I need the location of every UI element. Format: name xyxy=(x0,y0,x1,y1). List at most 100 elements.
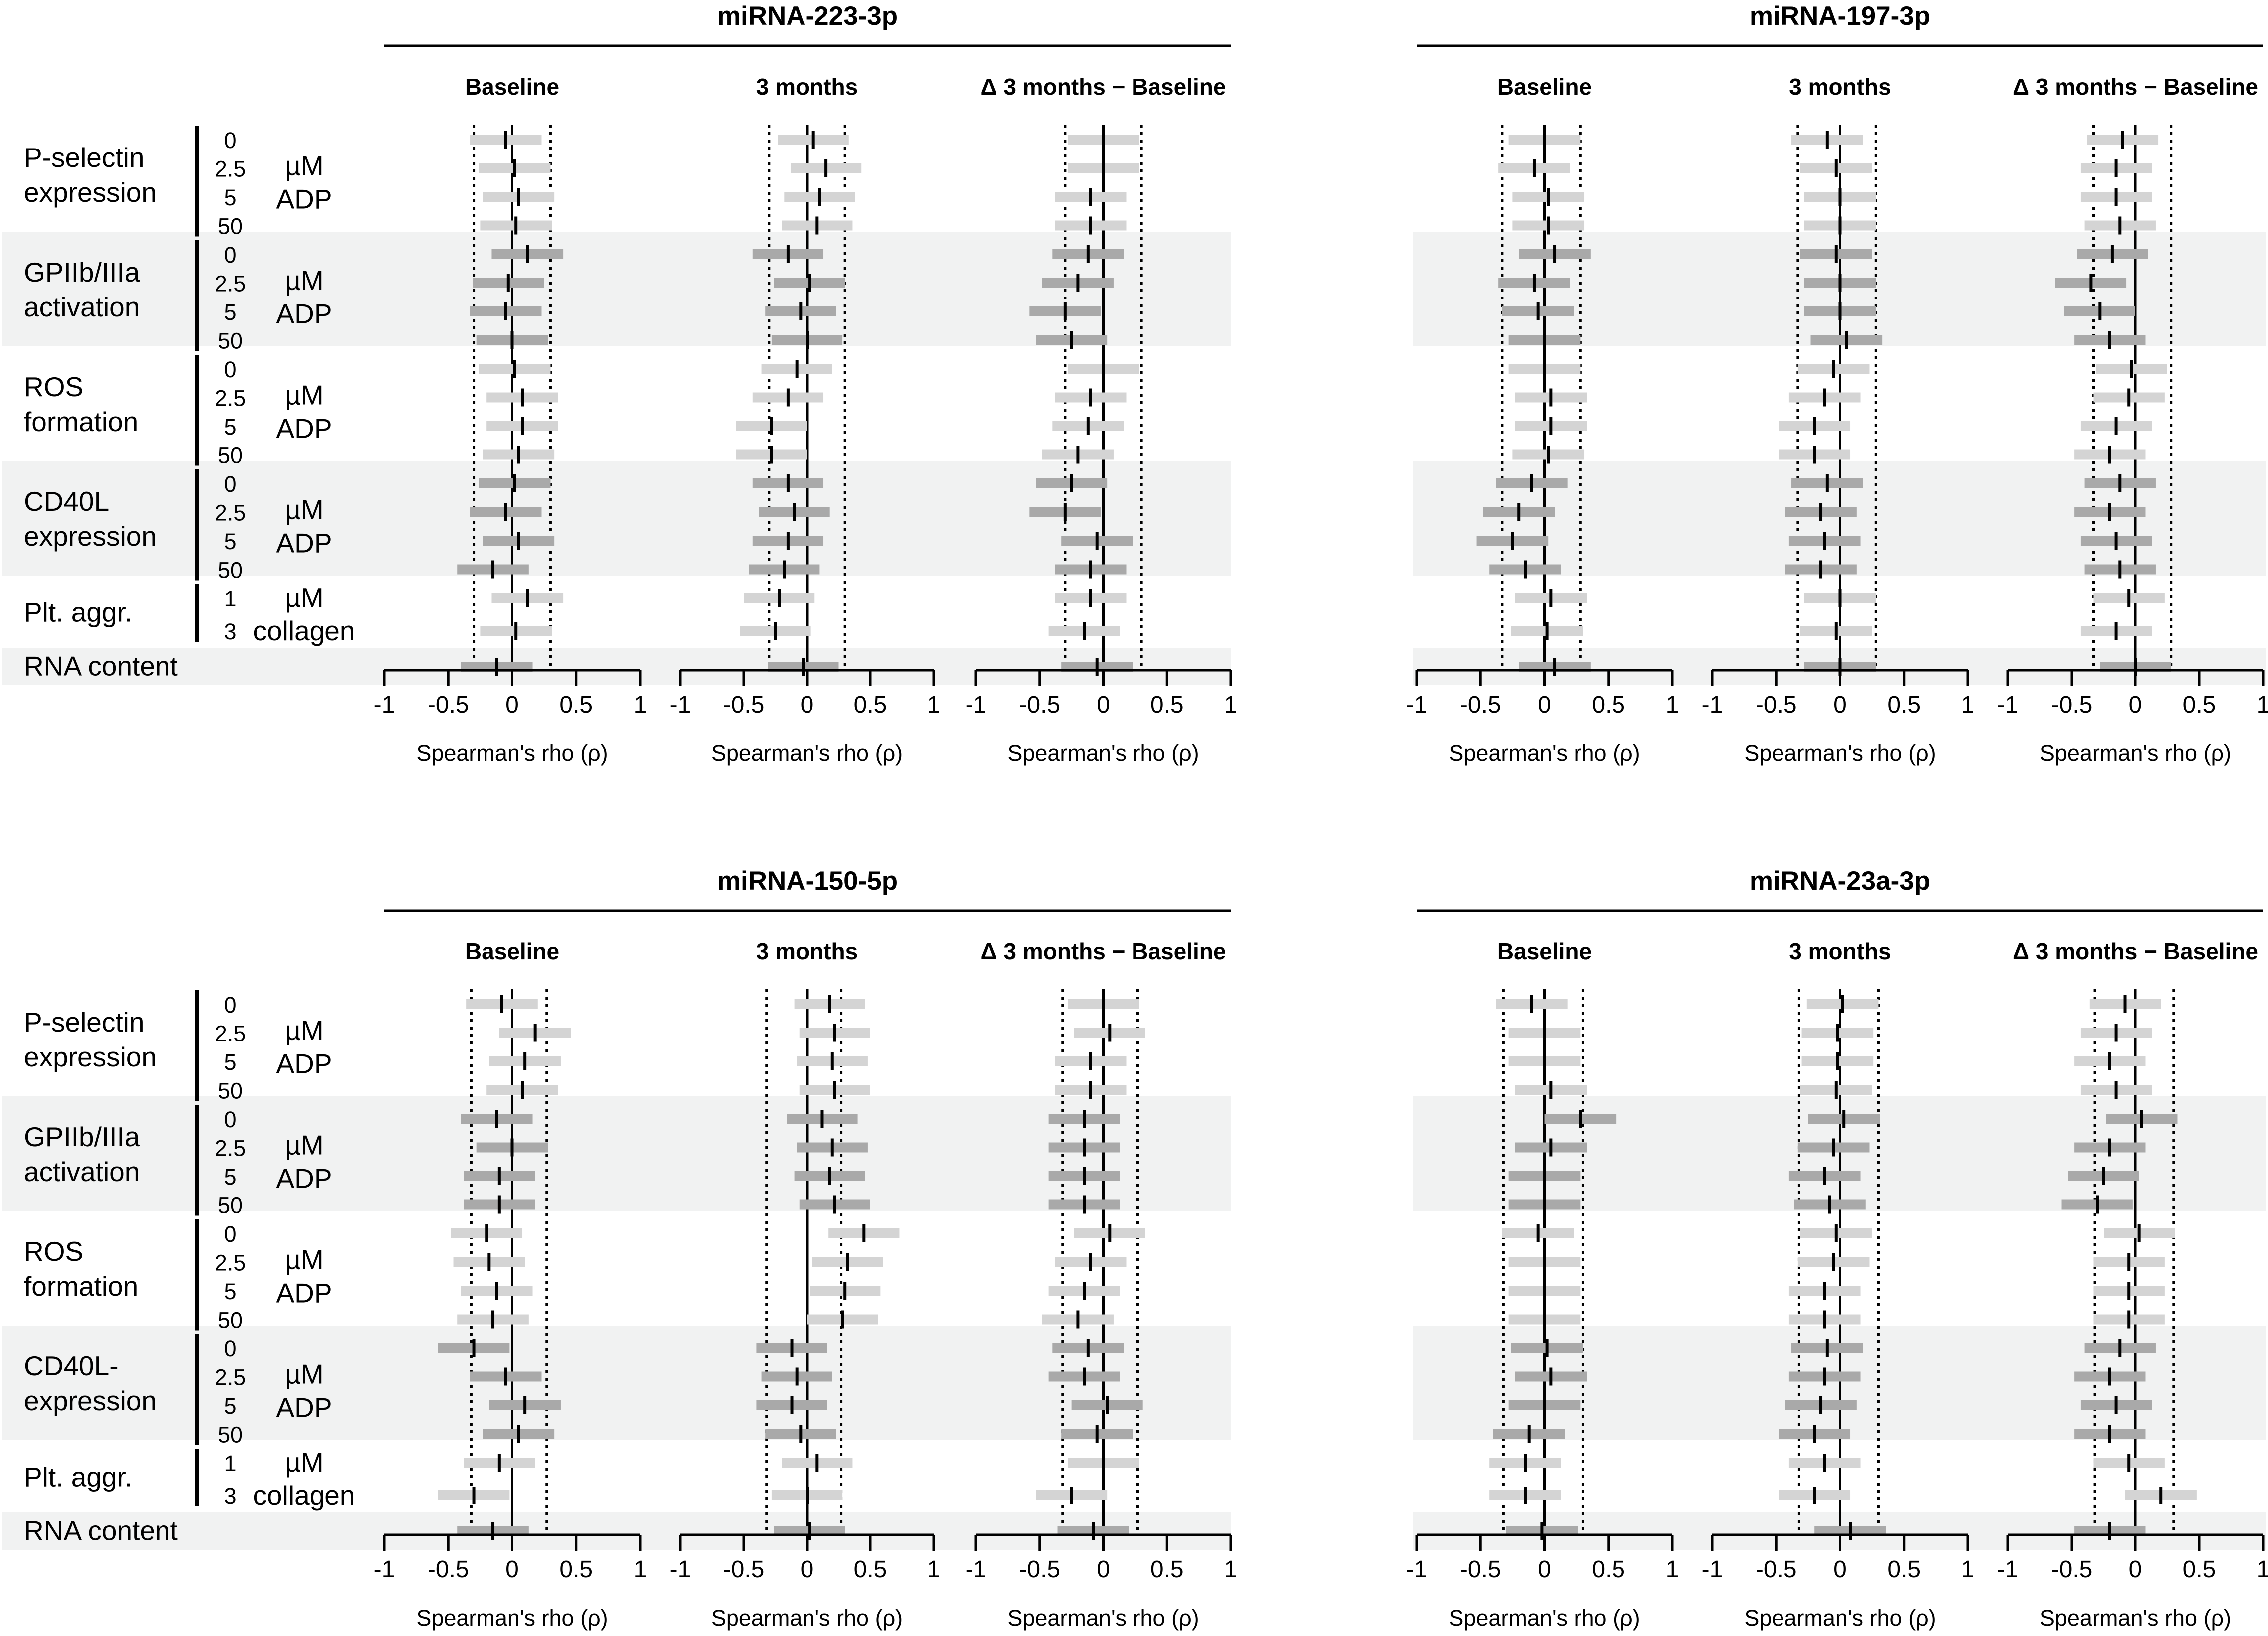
x-tick-label: 0 xyxy=(801,1556,814,1583)
x-tick-label: -0.5 xyxy=(1019,1556,1060,1583)
x-tick-label: 1 xyxy=(634,692,647,718)
concentration-label: 2.5 xyxy=(215,271,246,297)
row-shade-left xyxy=(2,1512,1231,1550)
x-tick-label: 1 xyxy=(1666,1556,1679,1583)
x-tick-label: -1 xyxy=(1997,692,2019,718)
x-axis-label: Spearman's rho (ρ) xyxy=(1744,741,1936,766)
x-tick-label: -1 xyxy=(374,692,395,718)
x-tick-label: -0.5 xyxy=(723,692,765,718)
x-axis-label: Spearman's rho (ρ) xyxy=(711,741,903,766)
x-axis-label: Spearman's rho (ρ) xyxy=(1007,1605,1199,1631)
column-header: Baseline xyxy=(465,74,559,100)
x-tick-label: 0 xyxy=(2129,1556,2142,1583)
concentration-label: 0 xyxy=(224,1336,236,1361)
row-shade-left xyxy=(2,648,1231,685)
concentration-label: 0 xyxy=(224,128,236,153)
column-header: Baseline xyxy=(465,938,559,964)
concentration-label: 1 xyxy=(224,1451,236,1476)
column-header: Δ 3 months − Baseline xyxy=(981,938,1226,964)
x-tick-label: -0.5 xyxy=(1756,692,1797,718)
x-tick-label: 0 xyxy=(2129,692,2142,718)
x-tick-label: -1 xyxy=(1702,692,1723,718)
concentration-label: 50 xyxy=(218,1078,243,1104)
x-tick-label: -0.5 xyxy=(1019,692,1060,718)
x-tick-label: 1 xyxy=(2257,1556,2268,1583)
unit-label: µM xyxy=(285,1244,324,1275)
row-group-label: P-selectin xyxy=(24,142,144,173)
x-tick-label: -1 xyxy=(1997,1556,2019,1583)
x-tick-label: 0.5 xyxy=(1150,1556,1184,1583)
concentration-label: 50 xyxy=(218,558,243,583)
x-tick-label: 0.5 xyxy=(559,1556,593,1583)
concentration-label: 2.5 xyxy=(215,500,246,526)
x-tick-label: 0 xyxy=(1538,692,1551,718)
x-axis-label: Spearman's rho (ρ) xyxy=(1744,1605,1936,1631)
x-tick-label: 0.5 xyxy=(1150,692,1184,718)
unit-label: µM xyxy=(285,1015,324,1045)
concentration-label: 0 xyxy=(224,357,236,382)
concentration-label: 5 xyxy=(224,1393,236,1419)
concentration-label: 50 xyxy=(218,214,243,239)
unit-label: µM xyxy=(285,150,324,181)
unit-label: µM xyxy=(285,1447,324,1478)
x-tick-label: 0 xyxy=(505,692,519,718)
row-group-label: GPIIb/IIIa xyxy=(24,257,140,288)
concentration-label: 5 xyxy=(224,1049,236,1075)
concentration-label: 0 xyxy=(224,242,236,268)
x-tick-label: 1 xyxy=(634,1556,647,1583)
concentration-label: 5 xyxy=(224,414,236,440)
row-group-label: Plt. aggr. xyxy=(24,1462,132,1492)
concentration-label: 2.5 xyxy=(215,1136,246,1161)
unit-label: ADP xyxy=(276,413,332,444)
column-header: 3 months xyxy=(756,74,858,100)
panel-title: miRNA-23a-3p xyxy=(1750,866,1930,895)
x-tick-label: -1 xyxy=(670,692,691,718)
unit-label: µM xyxy=(285,582,324,613)
panel-title: miRNA-150-5p xyxy=(717,866,898,895)
row-group-label: activation xyxy=(24,292,140,322)
row-group-label: ROS xyxy=(24,1236,83,1267)
panel-title: miRNA-197-3p xyxy=(1750,1,1930,31)
x-tick-label: 1 xyxy=(1961,1556,1975,1583)
x-tick-label: -0.5 xyxy=(1460,1556,1501,1583)
x-tick-label: 0 xyxy=(505,1556,519,1583)
x-axis-label: Spearman's rho (ρ) xyxy=(1449,741,1640,766)
x-tick-label: 0.5 xyxy=(1887,1556,1921,1583)
unit-label: ADP xyxy=(276,1163,332,1193)
column-header: Baseline xyxy=(1497,938,1592,964)
unit-label: ADP xyxy=(276,1277,332,1308)
x-tick-label: -1 xyxy=(966,692,987,718)
unit-label: ADP xyxy=(276,1392,332,1423)
unit-label: µM xyxy=(285,1358,324,1389)
concentration-label: 2.5 xyxy=(215,1021,246,1046)
concentration-label: 1 xyxy=(224,586,236,611)
x-tick-label: 1 xyxy=(1961,692,1975,718)
panel-title: miRNA-223-3p xyxy=(717,1,898,31)
row-group-label: formation xyxy=(24,1271,138,1302)
concentration-label: 2.5 xyxy=(215,1250,246,1276)
x-tick-label: -1 xyxy=(374,1556,395,1583)
unit-label: µM xyxy=(285,265,324,296)
row-group-label: CD40L- xyxy=(24,1350,119,1381)
row-group-label: RNA content xyxy=(24,651,178,682)
concentration-label: 5 xyxy=(224,1279,236,1304)
unit-label: collagen xyxy=(253,1480,355,1511)
x-tick-label: 1 xyxy=(1224,1556,1238,1583)
column-header: Baseline xyxy=(1497,74,1592,100)
x-tick-label: -0.5 xyxy=(428,1556,469,1583)
concentration-label: 50 xyxy=(218,1308,243,1333)
row-group-label: activation xyxy=(24,1156,140,1187)
row-group-label: expression xyxy=(24,177,157,208)
x-tick-label: -0.5 xyxy=(1756,1556,1797,1583)
row-group-label: GPIIb/IIIa xyxy=(24,1121,140,1152)
row-group-label: Plt. aggr. xyxy=(24,597,132,628)
x-tick-label: 0 xyxy=(1097,692,1110,718)
x-axis-label: Spearman's rho (ρ) xyxy=(416,1605,608,1631)
x-tick-label: -0.5 xyxy=(428,692,469,718)
x-tick-label: -1 xyxy=(670,1556,691,1583)
concentration-label: 5 xyxy=(224,299,236,325)
x-tick-label: 0 xyxy=(801,692,814,718)
concentration-label: 0 xyxy=(224,1107,236,1132)
concentration-label: 3 xyxy=(224,619,236,644)
x-tick-label: 0.5 xyxy=(854,692,887,718)
